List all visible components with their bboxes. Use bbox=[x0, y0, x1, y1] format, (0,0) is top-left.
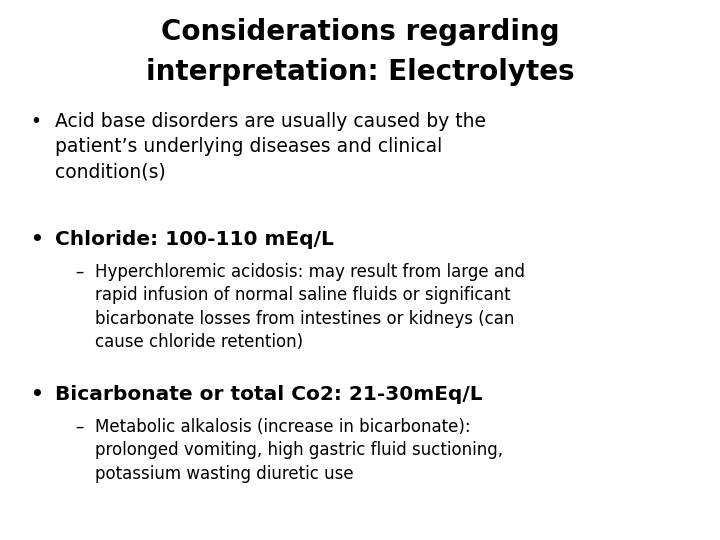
Text: –: – bbox=[75, 418, 84, 436]
Text: •: • bbox=[30, 112, 41, 131]
Text: Hyperchloremic acidosis: may result from large and
rapid infusion of normal sali: Hyperchloremic acidosis: may result from… bbox=[95, 263, 525, 351]
Text: •: • bbox=[30, 230, 43, 249]
Text: –: – bbox=[75, 263, 84, 281]
Text: Considerations regarding: Considerations regarding bbox=[161, 18, 559, 46]
Text: Bicarbonate or total Co2: 21-30mEq/L: Bicarbonate or total Co2: 21-30mEq/L bbox=[55, 385, 482, 404]
Text: Chloride: 100-110 mEq/L: Chloride: 100-110 mEq/L bbox=[55, 230, 334, 249]
Text: interpretation: Electrolytes: interpretation: Electrolytes bbox=[145, 58, 575, 86]
Text: Metabolic alkalosis (increase in bicarbonate):
prolonged vomiting, high gastric : Metabolic alkalosis (increase in bicarbo… bbox=[95, 418, 503, 483]
Text: •: • bbox=[30, 385, 43, 404]
Text: Acid base disorders are usually caused by the
patient’s underlying diseases and : Acid base disorders are usually caused b… bbox=[55, 112, 486, 181]
